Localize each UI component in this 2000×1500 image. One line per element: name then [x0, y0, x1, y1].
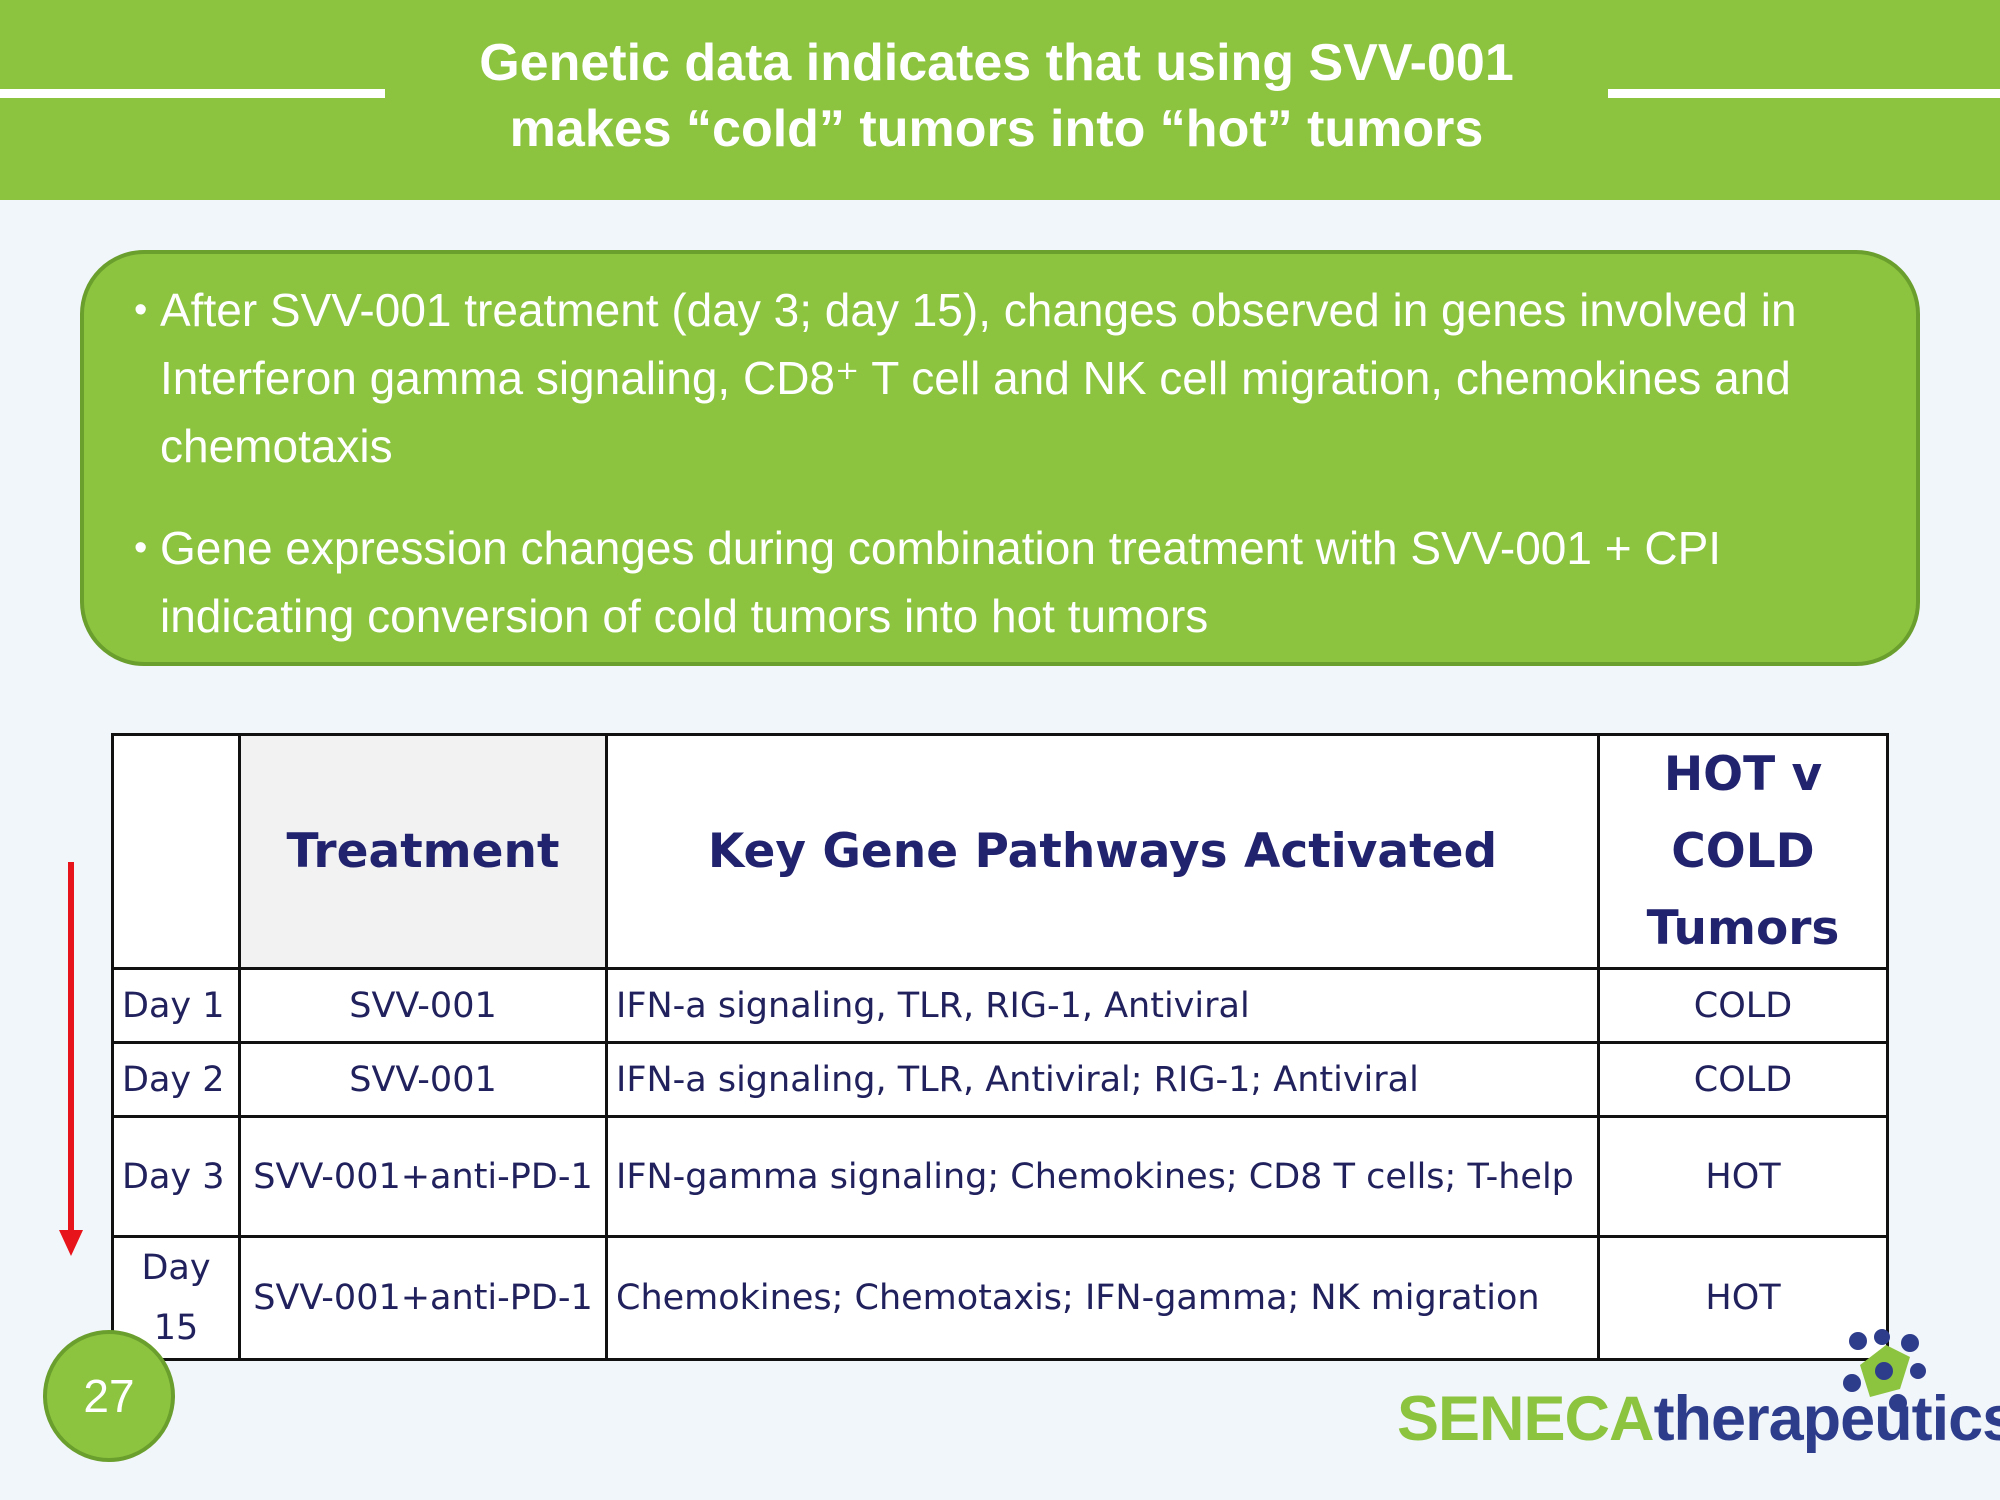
cell-day: Day 2 — [111, 1041, 241, 1118]
slide-title-line2: makes “cold” tumors into “hot” tumors — [509, 100, 1484, 158]
table-row: Day 15 SVV-001+anti-PD-1 Chemokines; Che… — [111, 1235, 1889, 1361]
slide-title-line1: Genetic data indicates that using SVV-00… — [479, 34, 1514, 92]
cell-pathways: IFN-gamma signaling; Chemokines; CD8 T c… — [605, 1115, 1600, 1238]
cell-treatment: SVV-001 — [238, 1041, 608, 1118]
bullet-text: After SVV-001 treatment (day 3; day 15),… — [160, 284, 1797, 472]
logo-text-therapeutics: therapeutics — [1653, 1384, 2000, 1454]
header-banner: Genetic data indicates that using SVV-00… — [0, 0, 2000, 200]
header-hot-cold: HOT v COLD Tumors — [1597, 733, 1889, 970]
cell-treatment: SVV-001+anti-PD-1 — [238, 1235, 608, 1361]
gene-pathway-table: Treatment Key Gene Pathways Activated HO… — [111, 733, 1889, 1361]
table-row: Day 2 SVV-001 IFN-a signaling, TLR, Anti… — [111, 1041, 1889, 1118]
cell-treatment: SVV-001+anti-PD-1 — [238, 1115, 608, 1238]
cell-status: COLD — [1597, 1041, 1889, 1118]
table-header-row: Treatment Key Gene Pathways Activated HO… — [111, 733, 1889, 970]
logo-text-seneca: SENECA — [1397, 1384, 1655, 1454]
bullet-item: • Gene expression changes during combina… — [134, 514, 1894, 650]
slide-title: Genetic data indicates that using SVV-00… — [385, 30, 1608, 162]
header-rule-left — [0, 89, 385, 98]
cell-status: COLD — [1597, 967, 1889, 1044]
page-number: 27 — [43, 1330, 175, 1462]
table-row: Day 1 SVV-001 IFN-a signaling, TLR, RIG-… — [111, 967, 1889, 1044]
cell-pathways: IFN-a signaling, TLR, Antiviral; RIG-1; … — [605, 1041, 1600, 1118]
header-day — [111, 733, 241, 970]
cell-status: HOT — [1597, 1235, 1889, 1361]
timeline-arrow-head — [59, 1230, 83, 1256]
timeline-arrow — [68, 862, 74, 1240]
summary-box: • After SVV-001 treatment (day 3; day 15… — [80, 250, 1920, 666]
table-row: Day 3 SVV-001+anti-PD-1 IFN-gamma signal… — [111, 1115, 1889, 1238]
bullet-marker: • — [134, 289, 148, 331]
header-pathways: Key Gene Pathways Activated — [605, 733, 1600, 970]
cell-day: Day 1 — [111, 967, 241, 1044]
company-logo-text: SENECAtherapeutics — [1397, 1383, 2000, 1455]
header-rule-right — [1608, 89, 2000, 98]
bullet-marker: • — [134, 527, 148, 569]
molecule-cluster-icon — [1843, 1329, 1926, 1412]
cell-pathways: Chemokines; Chemotaxis; IFN-gamma; NK mi… — [605, 1235, 1600, 1361]
cell-status: HOT — [1597, 1115, 1889, 1238]
bullet-text: Gene expression changes during combinati… — [160, 522, 1722, 642]
cell-pathways: IFN-a signaling, TLR, RIG-1, Antiviral — [605, 967, 1600, 1044]
bullet-item: • After SVV-001 treatment (day 3; day 15… — [134, 276, 1864, 480]
cell-treatment: SVV-001 — [238, 967, 608, 1044]
cell-day: Day 3 — [111, 1115, 241, 1238]
header-treatment: Treatment — [238, 733, 608, 970]
